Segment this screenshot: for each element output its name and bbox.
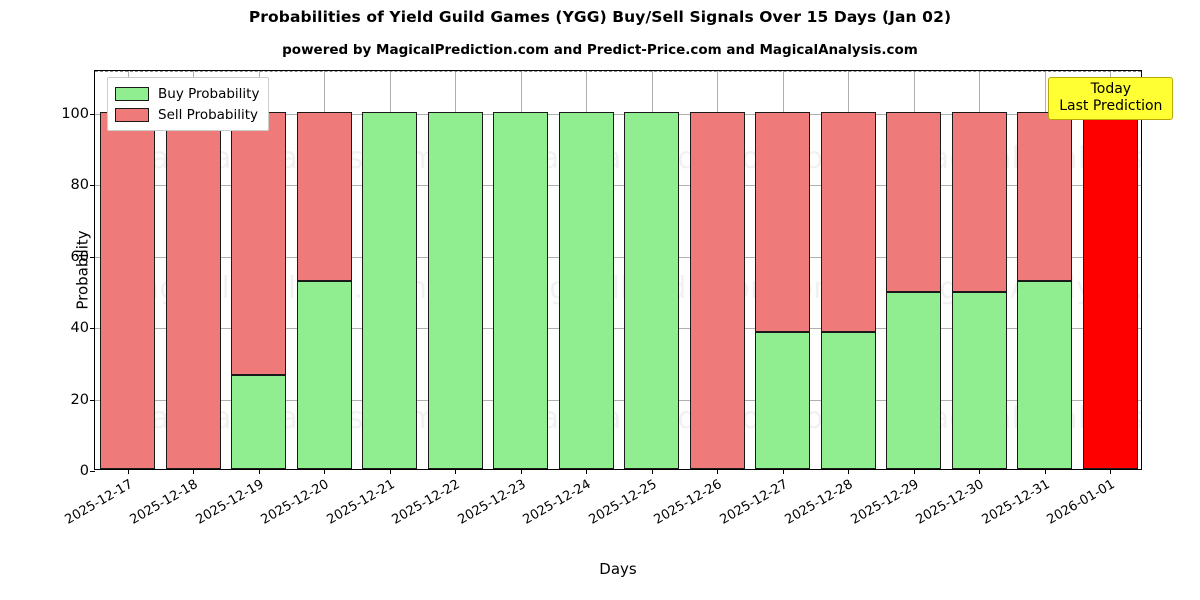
x-tick-mark: [1044, 469, 1046, 474]
gridline-horizontal: [95, 399, 1141, 401]
x-tick-mark: [1110, 469, 1112, 474]
x-tick-mark: [389, 469, 391, 474]
bar-segment-buy[interactable]: [820, 331, 876, 469]
bar-segment-buy[interactable]: [624, 111, 680, 469]
bar-group[interactable]: [886, 71, 942, 469]
bar-group[interactable]: [755, 71, 811, 469]
y-axis-label: Probability: [73, 230, 92, 310]
y-tick-mark: [90, 113, 95, 115]
legend-label-sell: Sell Probability: [158, 106, 259, 123]
x-tick-mark: [258, 469, 260, 474]
bar-segment-sell[interactable]: [231, 111, 287, 376]
bar-group[interactable]: [362, 71, 418, 469]
bar-segment-today[interactable]: [1082, 111, 1138, 469]
chart-subtitle: powered by MagicalPrediction.com and Pre…: [282, 42, 918, 58]
bar-group[interactable]: [558, 71, 614, 469]
y-tick-label: 20: [70, 391, 89, 408]
bar-group[interactable]: [427, 71, 483, 469]
x-tick-mark: [455, 469, 457, 474]
gridline-horizontal: [95, 328, 1141, 330]
today-annotation-line2: Last Prediction: [1059, 98, 1163, 115]
legend-swatch-buy: [115, 86, 149, 101]
chart-legend: Buy Probability Sell Probability: [107, 77, 270, 131]
plot-area: MagicalAnalysis.comMagicalPrediction.com…: [61, 70, 1174, 528]
x-tick-mark: [717, 469, 719, 474]
legend-item-buy: Buy Probability: [115, 83, 259, 104]
x-tick-mark: [782, 469, 784, 474]
y-tick-mark: [90, 399, 95, 401]
bar-group[interactable]: [951, 71, 1007, 469]
x-tick-mark: [520, 469, 522, 474]
bar-group[interactable]: [100, 71, 156, 469]
bar-segment-sell[interactable]: [689, 111, 745, 469]
y-tick-label: 0: [79, 463, 89, 479]
legend-label-buy: Buy Probability: [158, 85, 260, 102]
bar-group[interactable]: [1017, 71, 1073, 469]
gridline-horizontal: [95, 113, 1141, 115]
bar-group[interactable]: [493, 71, 549, 469]
bar-segment-sell[interactable]: [296, 111, 352, 282]
y-tick-label: 80: [70, 177, 89, 194]
y-tick-mark: [90, 256, 95, 258]
gridline-horizontal: [95, 185, 1141, 187]
reference-dashed-line: [95, 71, 1141, 72]
y-tick-label: 40: [70, 320, 89, 337]
today-annotation: Today Last Prediction: [1048, 77, 1174, 121]
y-tick-mark: [90, 471, 95, 473]
bar-group[interactable]: [296, 71, 352, 469]
y-tick-mark: [90, 328, 95, 330]
bar-segment-buy[interactable]: [493, 111, 549, 469]
bar-group[interactable]: [820, 71, 876, 469]
gridline-horizontal: [95, 256, 1141, 258]
bar-segment-buy[interactable]: [951, 292, 1007, 469]
bar-segment-buy[interactable]: [755, 331, 811, 469]
x-tick-mark: [193, 469, 195, 474]
legend-item-sell: Sell Probability: [115, 104, 259, 125]
bar-group[interactable]: [231, 71, 287, 469]
x-tick-mark: [848, 469, 850, 474]
x-tick-mark: [586, 469, 588, 474]
bar-group[interactable]: [1082, 71, 1138, 469]
x-tick-mark: [651, 469, 653, 474]
legend-swatch-sell: [115, 107, 149, 122]
bar-segment-buy[interactable]: [296, 281, 352, 469]
y-tick-mark: [90, 185, 95, 187]
bar-segment-buy[interactable]: [558, 111, 614, 469]
bar-segment-buy[interactable]: [886, 292, 942, 469]
x-tick-mark: [979, 469, 981, 474]
x-tick-mark: [324, 469, 326, 474]
bar-segment-sell[interactable]: [1017, 111, 1073, 282]
x-tick-mark: [913, 469, 915, 474]
bar-segment-sell[interactable]: [951, 111, 1007, 293]
x-tick-mark: [127, 469, 129, 474]
bar-segment-buy[interactable]: [1017, 281, 1073, 469]
bar-segment-sell[interactable]: [100, 111, 156, 469]
chart-title: Probabilities of Yield Guild Games (YGG)…: [248, 8, 952, 26]
y-tick-label: 100: [61, 105, 89, 122]
today-annotation-line1: Today: [1090, 81, 1132, 97]
bar-segment-sell[interactable]: [755, 111, 811, 332]
bar-segment-buy[interactable]: [427, 111, 483, 469]
x-axis-label: Days: [599, 560, 637, 578]
bar-group[interactable]: [165, 71, 221, 469]
bar-segment-sell[interactable]: [886, 111, 942, 293]
bar-group[interactable]: [624, 71, 680, 469]
y-tick-label: 60: [70, 248, 89, 265]
bar-segment-buy[interactable]: [362, 111, 418, 469]
bar-segment-sell[interactable]: [165, 111, 221, 469]
bar-segment-sell[interactable]: [820, 111, 876, 332]
bar-segment-buy[interactable]: [231, 375, 287, 469]
bar-group[interactable]: [689, 71, 745, 469]
